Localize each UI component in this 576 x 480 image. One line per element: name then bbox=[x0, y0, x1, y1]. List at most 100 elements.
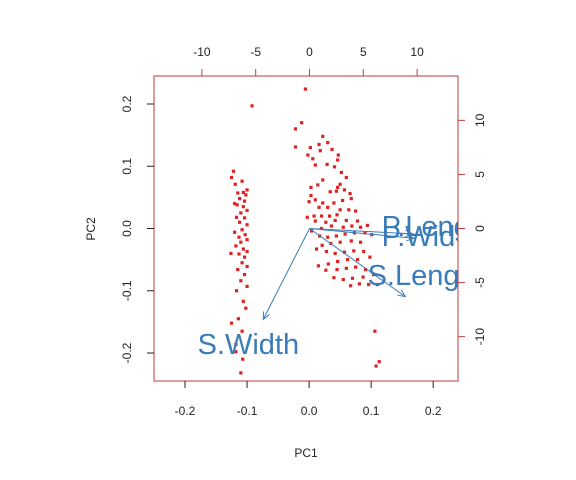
data-point bbox=[244, 306, 248, 310]
data-point bbox=[336, 185, 340, 190]
right-tick-label: -10 bbox=[473, 328, 487, 346]
data-point bbox=[234, 350, 238, 354]
y-tick-label: -0.1 bbox=[120, 280, 134, 301]
data-point bbox=[350, 224, 354, 228]
data-point bbox=[240, 261, 244, 265]
data-point bbox=[319, 214, 324, 218]
data-point bbox=[324, 220, 328, 224]
y-axis-title: PC2 bbox=[84, 217, 98, 241]
points-layer bbox=[229, 87, 381, 375]
data-point bbox=[321, 201, 325, 205]
loading-arrow bbox=[309, 228, 414, 239]
data-point bbox=[342, 250, 347, 254]
data-point bbox=[367, 282, 371, 287]
data-point bbox=[339, 170, 343, 175]
data-point bbox=[361, 275, 365, 279]
data-point bbox=[236, 191, 240, 195]
data-point bbox=[235, 203, 239, 207]
data-point bbox=[326, 262, 330, 266]
data-point bbox=[309, 229, 314, 233]
axes-layer: -0.2 -0.1 0.0 0.1 0.2 -0.2 -0.1 0.0 0.1 0.2 -10 -5 0… bbox=[120, 45, 487, 418]
data-point bbox=[354, 265, 358, 269]
loading-arrowhead bbox=[405, 229, 415, 238]
data-point bbox=[320, 243, 324, 247]
data-point bbox=[336, 158, 340, 162]
data-point bbox=[326, 235, 330, 239]
data-point bbox=[344, 266, 348, 270]
right-tick-label: 0 bbox=[473, 225, 487, 232]
data-point bbox=[335, 267, 339, 272]
x-tick-label: 0.0 bbox=[301, 404, 318, 418]
data-point bbox=[241, 190, 245, 194]
data-point bbox=[250, 104, 254, 108]
data-point bbox=[234, 342, 238, 346]
right-tick-label: 10 bbox=[473, 113, 487, 127]
data-point bbox=[333, 251, 337, 255]
data-point bbox=[365, 223, 370, 227]
data-point bbox=[313, 219, 317, 223]
data-point bbox=[348, 192, 352, 196]
data-point bbox=[245, 249, 249, 254]
data-point bbox=[239, 211, 243, 215]
x-tick-label: 0.2 bbox=[425, 404, 442, 418]
data-point bbox=[338, 208, 342, 212]
data-point bbox=[237, 235, 241, 239]
data-point bbox=[305, 215, 309, 219]
data-point bbox=[236, 317, 240, 321]
data-point bbox=[377, 360, 381, 364]
data-point bbox=[308, 145, 312, 150]
data-point bbox=[234, 289, 239, 293]
top-tick-label: -5 bbox=[250, 45, 261, 59]
data-point bbox=[355, 219, 360, 223]
data-point bbox=[236, 267, 240, 272]
data-point bbox=[330, 147, 334, 152]
data-point bbox=[303, 87, 307, 91]
data-point bbox=[306, 153, 310, 157]
loading-label: P.Width bbox=[382, 221, 480, 253]
loading-label: S.Length bbox=[368, 260, 484, 292]
data-point bbox=[300, 121, 304, 125]
data-point bbox=[317, 205, 321, 209]
data-point bbox=[241, 299, 245, 303]
data-point bbox=[229, 175, 234, 180]
data-point bbox=[341, 277, 345, 282]
data-point bbox=[314, 247, 319, 251]
data-point bbox=[341, 225, 345, 229]
data-point bbox=[349, 239, 353, 243]
data-point bbox=[243, 233, 247, 237]
data-point bbox=[229, 321, 234, 325]
x-axis-title: PC1 bbox=[294, 446, 318, 460]
data-point bbox=[245, 284, 249, 288]
data-point bbox=[343, 232, 347, 236]
data-point bbox=[363, 267, 368, 272]
data-point bbox=[309, 185, 313, 190]
data-point bbox=[355, 258, 360, 262]
data-point bbox=[318, 149, 322, 153]
loading-arrowhead bbox=[397, 289, 407, 298]
data-point bbox=[349, 284, 353, 288]
data-point bbox=[333, 218, 337, 223]
data-point bbox=[317, 142, 321, 147]
data-point bbox=[245, 223, 249, 227]
data-point bbox=[240, 179, 244, 183]
top-tick-label: 0 bbox=[306, 45, 313, 59]
data-point bbox=[354, 209, 358, 213]
loading-arrow bbox=[309, 228, 406, 298]
data-point bbox=[344, 175, 348, 180]
data-point bbox=[332, 276, 336, 280]
data-point bbox=[240, 228, 244, 232]
data-point bbox=[244, 193, 248, 197]
data-point bbox=[239, 371, 243, 375]
data-point bbox=[233, 230, 237, 234]
data-point bbox=[239, 240, 243, 244]
loading-arrowhead bbox=[406, 233, 416, 242]
loading-label: P.Length bbox=[382, 211, 494, 243]
data-point bbox=[350, 276, 355, 280]
data-point bbox=[342, 188, 347, 192]
data-point bbox=[375, 282, 379, 287]
data-point bbox=[233, 182, 237, 186]
data-point bbox=[316, 183, 320, 187]
data-point bbox=[328, 190, 332, 194]
data-point bbox=[349, 197, 353, 201]
